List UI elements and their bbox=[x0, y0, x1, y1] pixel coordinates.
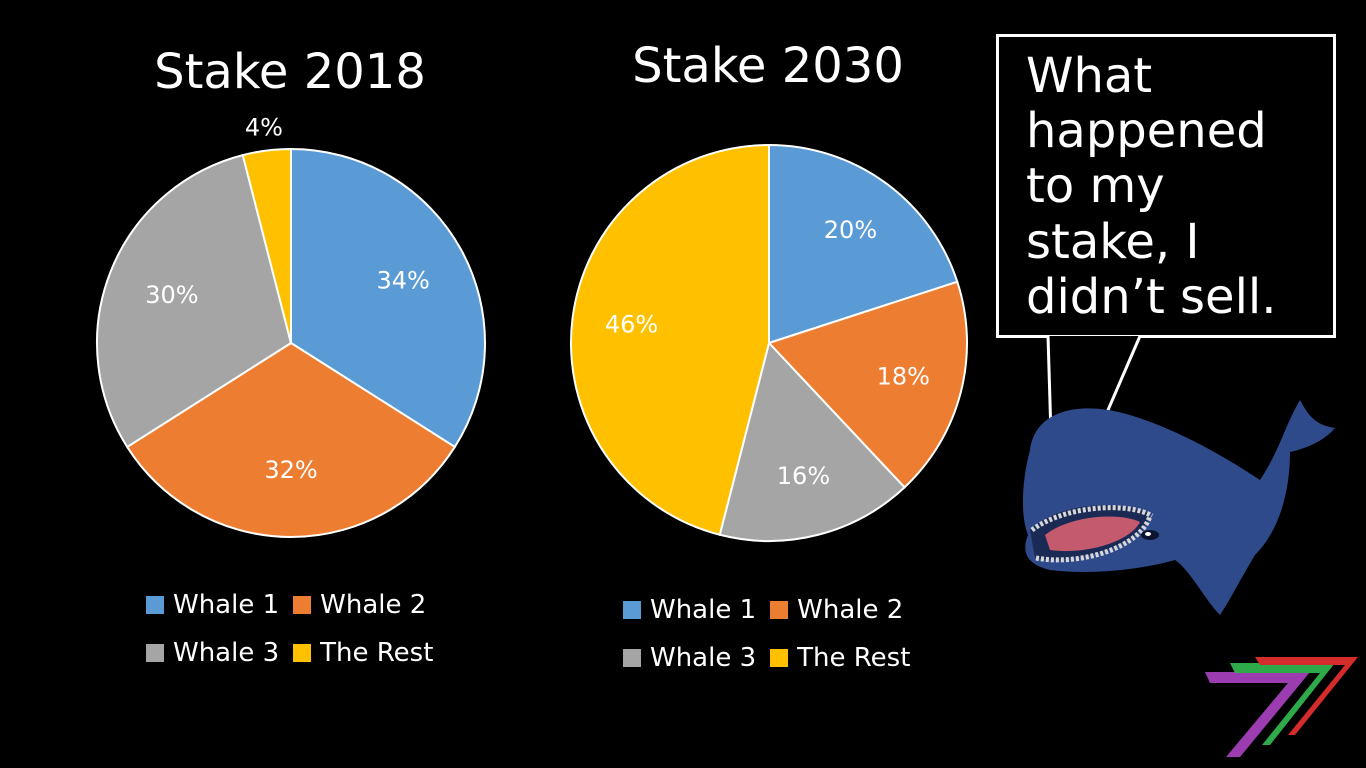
pie-label-whale-2: 32% bbox=[264, 456, 317, 484]
pie-slice-the-rest bbox=[570, 143, 770, 536]
pie-slice-whale-3 bbox=[718, 340, 906, 542]
pie-label-whale-1: 34% bbox=[377, 266, 430, 294]
legend-swatch bbox=[623, 649, 641, 667]
legend-swatch bbox=[146, 644, 164, 662]
speech-bubble-text: What happened to my stake, I didn’t sell… bbox=[1026, 48, 1277, 325]
legend-label: Whale 1 bbox=[650, 595, 757, 625]
legend-item: Whale 3 bbox=[146, 638, 279, 668]
legend-label: Whale 3 bbox=[173, 638, 280, 668]
pie-label-the-rest: 46% bbox=[605, 311, 658, 339]
legend-swatch bbox=[146, 596, 164, 614]
legend-swatch bbox=[770, 601, 789, 619]
legend-label: Whale 1 bbox=[173, 590, 280, 620]
legend-2018: Whale 1 Whale 2 Whale 3 The Rest bbox=[146, 590, 433, 668]
pie-label-whale-2: 18% bbox=[877, 362, 930, 390]
pie-label-whale-3: 30% bbox=[145, 281, 198, 309]
pie-slice-whale-2 bbox=[767, 280, 968, 489]
legend-item: The Rest bbox=[770, 643, 910, 673]
legend-swatch bbox=[293, 644, 312, 662]
chart-title-2030: Stake 2030 bbox=[632, 38, 904, 94]
pie-label-whale-1: 20% bbox=[824, 216, 877, 244]
legend-swatch bbox=[293, 596, 312, 614]
legend-item: Whale 2 bbox=[770, 595, 910, 625]
legend-swatch bbox=[623, 601, 641, 619]
whale-icon bbox=[1022, 335, 1335, 615]
legend-item: Whale 1 bbox=[623, 595, 756, 625]
legend-item: Whale 2 bbox=[293, 590, 433, 620]
pie-slice-whale-1 bbox=[290, 147, 486, 449]
chart-title-2018: Stake 2018 bbox=[154, 44, 426, 100]
logo-icon bbox=[1205, 657, 1358, 757]
pie-slice-whale-1 bbox=[768, 143, 959, 345]
speech-bubble: What happened to my stake, I didn’t sell… bbox=[996, 34, 1336, 338]
legend-item: Whale 1 bbox=[146, 590, 279, 620]
pie-label-whale-3: 16% bbox=[777, 462, 830, 490]
pie-label-the-rest: 4% bbox=[245, 114, 283, 142]
legend-label: The Rest bbox=[797, 643, 911, 673]
legend-swatch bbox=[770, 649, 789, 667]
legend-2030: Whale 1 Whale 2 Whale 3 The Rest bbox=[623, 595, 910, 673]
legend-label: Whale 3 bbox=[650, 643, 757, 673]
pie-slice-whale-3 bbox=[96, 153, 293, 449]
pie-slice-the-rest bbox=[241, 147, 292, 344]
legend-label: Whale 2 bbox=[320, 590, 427, 620]
legend-item: Whale 3 bbox=[623, 643, 756, 673]
legend-item: The Rest bbox=[293, 638, 433, 668]
legend-label: The Rest bbox=[320, 638, 434, 668]
legend-label: Whale 2 bbox=[797, 595, 904, 625]
pie-slice-whale-2 bbox=[125, 341, 457, 538]
